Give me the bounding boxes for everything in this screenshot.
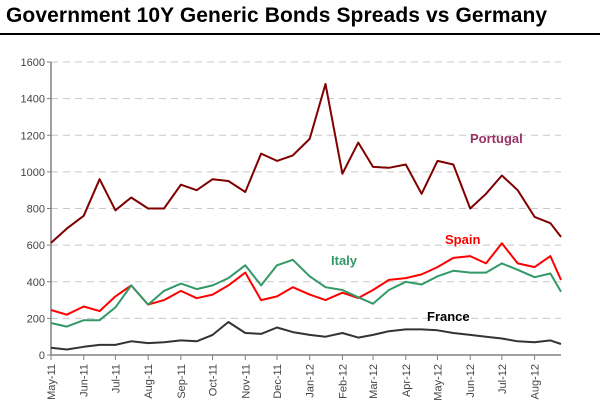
x-tick-label: Sep-11 [176, 364, 188, 399]
series-line-spain [50, 242, 562, 316]
series-line-italy [50, 258, 562, 328]
series-lines [50, 83, 562, 351]
x-tick-label: Jul-11 [110, 364, 122, 393]
label-italy: Italy [331, 253, 358, 268]
y-axis: 0 200 400 600 800 1000 1200 1400 1600 [21, 57, 52, 362]
x-tick-label: Jun-11 [79, 364, 91, 397]
x-tick-label: Aug-11 [143, 364, 155, 399]
x-tick-label: Mar-12 [368, 364, 380, 399]
x-tick-label: May-11 [46, 364, 58, 400]
x-tick-label: May-12 [432, 364, 444, 401]
x-tick-label: Oct-11 [208, 364, 220, 396]
y-tick-label: 1400 [21, 94, 45, 106]
y-tick-label: 1600 [21, 57, 45, 69]
series-line-portugal [50, 83, 562, 244]
y-tick-label: 800 [27, 204, 45, 216]
label-portugal: Portugal [470, 131, 523, 146]
label-spain: Spain [445, 232, 480, 247]
y-tick-label: 200 [27, 313, 45, 325]
y-tick-label: 1000 [21, 167, 45, 179]
x-tick-label: Apr-12 [401, 364, 413, 397]
series-line-france [50, 321, 562, 351]
y-tick-label: 400 [27, 277, 45, 289]
x-tick-label: Feb-12 [337, 364, 349, 399]
title-rule [0, 33, 600, 35]
x-tick-label: Jan-12 [305, 364, 317, 398]
label-france: France [427, 309, 470, 324]
x-tick-label: Aug-12 [530, 364, 542, 399]
chart-title: Government 10Y Generic Bonds Spreads vs … [6, 4, 548, 27]
y-tick-label: 600 [27, 240, 45, 252]
x-tick-label: Jul-12 [497, 364, 509, 394]
x-tick-label: Jun-12 [465, 364, 477, 398]
x-tick-label: Nov-11 [240, 364, 252, 399]
x-axis: May-11 Jun-11 Jul-11 Aug-11 Sep-11 Oct-11 Nov-… [46, 354, 561, 401]
gridlines [51, 61, 561, 319]
y-tick-label: 1200 [21, 130, 45, 142]
x-tick-label: Dec-11 [272, 364, 284, 399]
y-tick-label: 0 [39, 350, 45, 362]
